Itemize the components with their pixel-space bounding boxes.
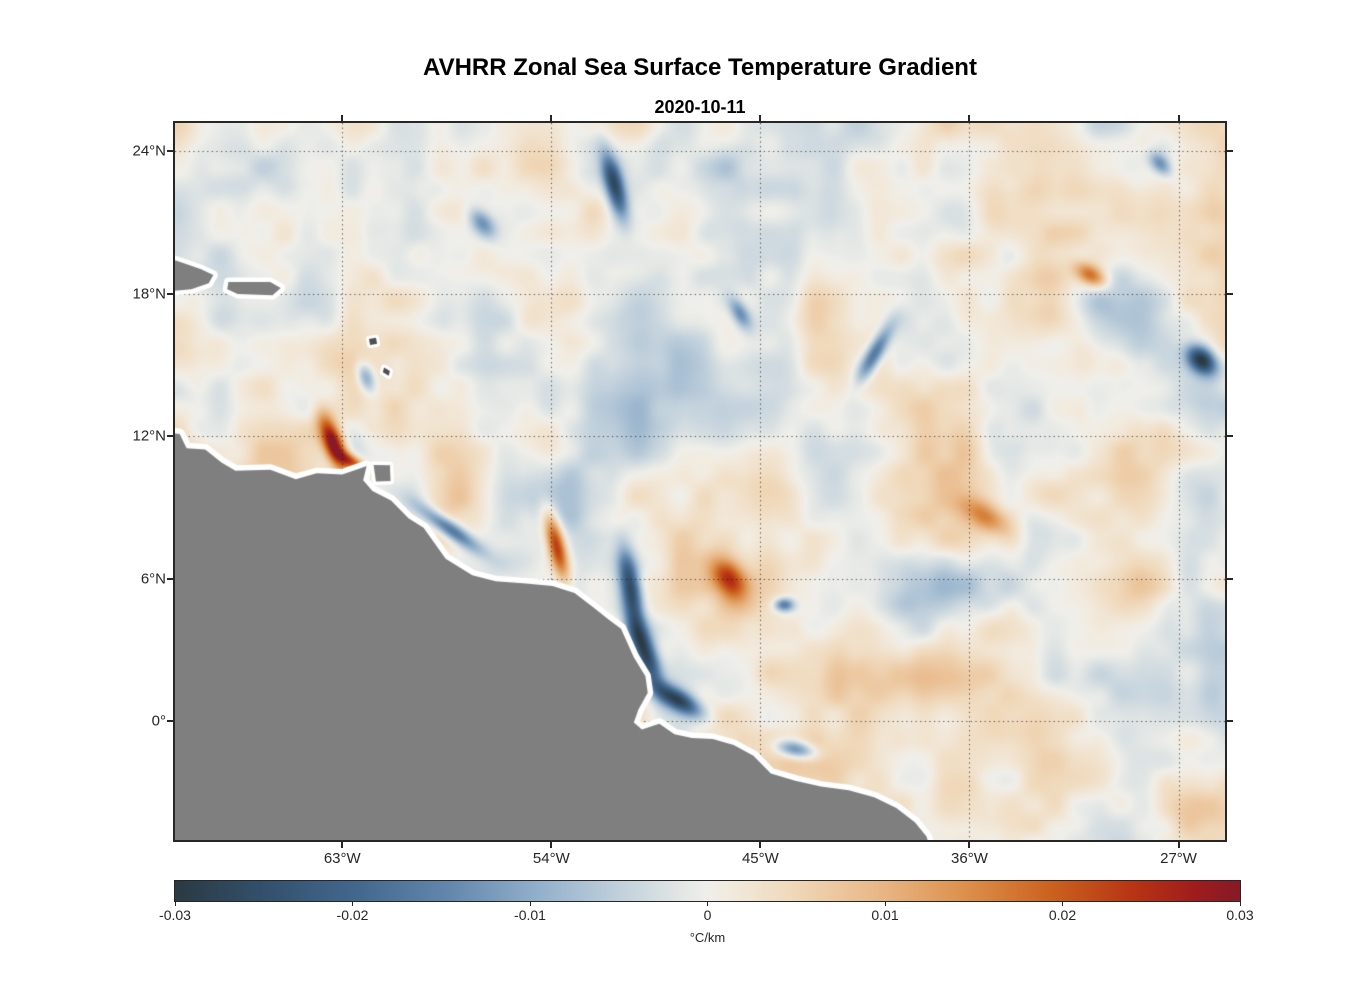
y-tick-mark-left (167, 435, 173, 438)
colorbar-unit-label: °C/km (689, 930, 726, 945)
colorbar-tick-mark (884, 902, 886, 906)
x-tick-mark-bottom (759, 842, 762, 848)
y-tick-label: 6°N (140, 570, 166, 588)
x-tick-mark-top (341, 115, 344, 121)
x-tick-mark-bottom (1177, 842, 1180, 848)
y-tick-mark-left (167, 292, 173, 295)
chart-subtitle: 2020-10-11 (654, 97, 746, 117)
y-tick-mark-left (167, 577, 173, 580)
y-tick-mark-right (1227, 720, 1233, 723)
chart-title: AVHRR Zonal Sea Surface Temperature Grad… (423, 54, 977, 81)
x-tick-mark-top (550, 115, 553, 121)
colorbar-tick-mark (529, 902, 531, 906)
colorbar-tick-mark (1239, 902, 1241, 906)
colorbar-tick-mark (174, 902, 176, 906)
x-tick-mark-bottom (550, 842, 553, 848)
colorbar-tick-label: -0.01 (514, 907, 546, 923)
x-tick-label: 45°W (741, 850, 779, 867)
colorbar-tick-label: 0.03 (1226, 907, 1254, 923)
x-tick-mark-top (759, 115, 762, 121)
map-plot-area (173, 121, 1227, 842)
colorbar-tick-mark (352, 902, 353, 906)
x-tick-mark-bottom (341, 842, 344, 848)
colorbar-tick-mark (707, 902, 708, 906)
x-tick-mark-bottom (968, 842, 971, 848)
colorbar-tick-label: -0.03 (159, 907, 191, 923)
y-tick-label: 12°N (132, 427, 166, 445)
y-tick-label: 18°N (132, 285, 166, 303)
colorbar-gradient (175, 881, 1240, 901)
colorbar-tick-mark (1062, 902, 1063, 906)
x-tick-label: 27°W (1160, 850, 1197, 867)
x-tick-label: 36°W (951, 850, 988, 867)
x-tick-mark-top (968, 115, 971, 121)
y-tick-mark-right (1227, 150, 1233, 153)
colorbar-tick-label: 0.02 (1048, 907, 1077, 923)
y-tick-label: 24°N (132, 142, 166, 160)
colorbar-tick-label: -0.02 (336, 907, 369, 923)
y-tick-mark-right (1227, 435, 1233, 438)
x-tick-label: 63°W (323, 850, 361, 867)
y-tick-mark-right (1227, 577, 1233, 580)
y-tick-mark-left (167, 720, 173, 723)
colorbar-tick-label: 0 (703, 907, 712, 923)
y-tick-label: 0° (151, 712, 166, 730)
x-tick-label: 54°W (532, 850, 570, 867)
y-tick-mark-right (1227, 292, 1233, 295)
x-tick-mark-top (1177, 115, 1180, 121)
colorbar (174, 880, 1241, 902)
y-tick-mark-left (167, 150, 173, 153)
colorbar-tick-label: 0.01 (871, 907, 899, 923)
sst-gradient-map (175, 123, 1225, 840)
